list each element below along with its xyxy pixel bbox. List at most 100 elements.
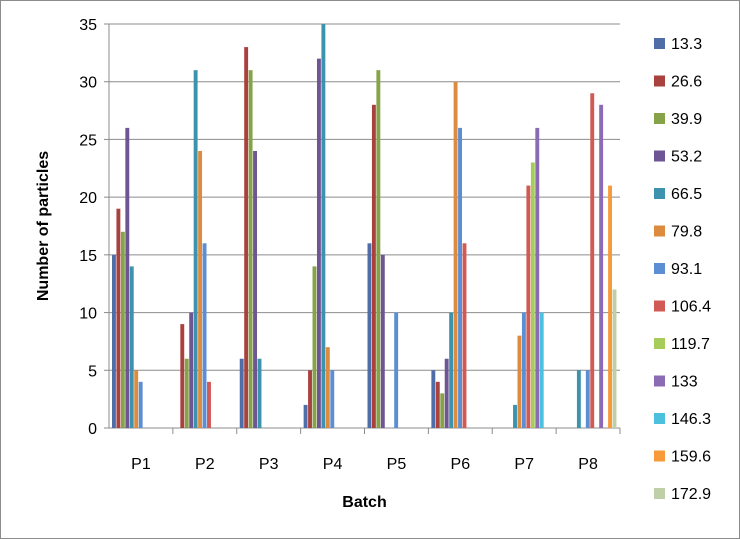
bar: [590, 93, 595, 428]
bar: [244, 47, 249, 429]
bar: [125, 127, 130, 428]
bar: [180, 324, 185, 428]
y-tick-label: 10: [79, 306, 97, 323]
bar: [193, 70, 198, 429]
y-tick-label: 15: [79, 248, 97, 265]
x-tick-label: P6: [451, 456, 471, 473]
bar: [308, 370, 312, 428]
legend-label: 79.8: [671, 224, 702, 241]
bar: [257, 358, 262, 428]
bar: [458, 127, 462, 428]
bar: [116, 208, 121, 428]
bar: [202, 243, 207, 428]
bar: [112, 254, 116, 428]
x-tick-label: P1: [131, 456, 151, 473]
bar: [207, 381, 211, 428]
bars: [112, 24, 617, 429]
legend-label: 26.6: [671, 74, 702, 91]
bar: [371, 104, 376, 429]
legend-label: 66.5: [671, 186, 702, 203]
bar: [440, 393, 445, 428]
legend-swatch: [654, 188, 665, 199]
legend-label: 119.7: [671, 336, 710, 353]
bar: [134, 370, 139, 428]
legend-swatch: [654, 225, 665, 237]
legend-swatch: [654, 450, 665, 462]
y-tick-labels: 0 5 10 15 20 25 30 35: [79, 17, 97, 438]
bar: [367, 243, 372, 428]
bar: [462, 243, 467, 428]
bar: [453, 81, 458, 429]
bar: [138, 381, 143, 428]
x-tick-label: P5: [387, 456, 407, 473]
bar: [376, 70, 381, 429]
bar: [535, 127, 540, 428]
legend: 13.3 26.6 39.9 53.2 66.5 79.8 93.1 106.4 119.7 13…: [654, 36, 711, 503]
bar: [325, 347, 330, 428]
bar: [120, 231, 125, 428]
bar: [431, 370, 436, 428]
y-tick-label: 20: [79, 190, 97, 207]
legend-label: 93.1: [671, 261, 702, 278]
bar: [303, 404, 308, 428]
legend-swatch: [654, 300, 665, 312]
legend-label: 106.4: [671, 299, 711, 316]
bar: [612, 289, 617, 428]
bar: [608, 185, 612, 428]
legend-label: 146.3: [671, 411, 711, 428]
y-tick-label: 30: [79, 75, 97, 92]
x-tick-labels: P1 P2 P3 P4 P5 P6 P7 P8: [131, 456, 598, 473]
bar: [189, 312, 194, 428]
bar: [521, 312, 526, 428]
legend-swatch: [654, 75, 665, 87]
y-tick-label: 25: [79, 132, 97, 149]
legend-label: 172.9: [671, 486, 711, 503]
legend-label: 53.2: [671, 149, 702, 166]
bar: [513, 404, 517, 428]
legend-swatch: [654, 38, 665, 49]
bar: [599, 104, 604, 429]
legend-label: 133: [671, 374, 698, 391]
bar: [380, 254, 385, 428]
y-tick-label: 0: [88, 421, 97, 438]
bar: [444, 358, 449, 428]
y-tick-label: 35: [79, 17, 97, 34]
bar: [526, 185, 531, 428]
bar: [198, 150, 203, 428]
legend-swatch: [654, 488, 665, 499]
y-tick-label: 5: [88, 363, 97, 380]
legend-swatch: [654, 150, 665, 162]
bar: [539, 312, 544, 428]
x-tick-label: P8: [578, 456, 598, 473]
x-tick-label: P4: [323, 456, 343, 473]
bar: [253, 150, 258, 428]
bar: [517, 335, 522, 428]
x-axis-title: Batch: [342, 494, 386, 511]
bar: [530, 162, 535, 428]
y-axis-title: Number of particles: [35, 151, 52, 301]
x-tick-label: P3: [259, 456, 279, 473]
x-tick-label: P2: [195, 456, 215, 473]
bar: [394, 312, 399, 428]
bar: [184, 358, 189, 428]
legend-label: 159.6: [671, 449, 711, 466]
legend-swatch: [654, 338, 665, 349]
legend-swatch: [654, 375, 665, 387]
bar: [330, 370, 335, 428]
legend-swatch: [654, 113, 665, 124]
bar: [321, 24, 326, 428]
legend-swatch: [654, 263, 665, 274]
legend-label: 13.3: [671, 36, 702, 53]
bar: [316, 58, 321, 428]
legend-swatch: [654, 413, 665, 424]
bar: [449, 312, 454, 428]
bar: [239, 358, 244, 428]
bar: [312, 266, 317, 428]
legend-label: 39.9: [671, 111, 702, 128]
bar: [576, 370, 581, 428]
bar: [248, 70, 253, 429]
bar: [129, 266, 134, 428]
bar: [435, 381, 440, 428]
bar: [585, 370, 590, 428]
